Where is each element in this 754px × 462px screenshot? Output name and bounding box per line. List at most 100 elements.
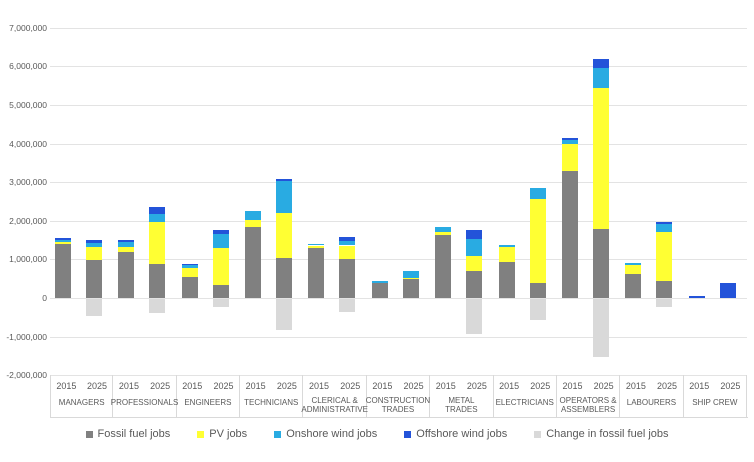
legend-label: Offshore wind jobs — [416, 428, 508, 440]
bar-technicians-2015-fossil — [245, 227, 262, 298]
x-axis-year-label: 2025 — [213, 381, 234, 392]
x-axis-cell-labourers: 2015 2025 LABOURERS — [620, 375, 684, 418]
bar-engineers-2015-offshore — [181, 264, 198, 266]
x-axis-year-label: 2025 — [340, 381, 361, 392]
bar-professionals-2025-fossil — [149, 264, 166, 298]
bar-metal-trades-2025-onshore — [466, 238, 483, 256]
x-axis-year-label: 2015 — [562, 381, 583, 392]
bar-professionals-2015-onshore — [118, 241, 135, 248]
x-axis-year-label: 2025 — [593, 381, 614, 392]
legend-swatch-fossil — [85, 430, 93, 438]
x-axis-year-label: 2025 — [530, 381, 551, 392]
x-axis-year-label: 2025 — [150, 381, 171, 392]
bar-construction-trades-2015-fossil — [371, 283, 388, 298]
bar-labourers-2025-change — [656, 299, 673, 307]
bar-electricians-2025-onshore — [529, 187, 546, 200]
bar-managers-2015-offshore — [55, 238, 71, 240]
x-axis-category-label: CONSTRUCTION TRADES — [365, 396, 431, 415]
bar-labourers-2015-onshore — [625, 262, 642, 266]
gridline — [50, 182, 747, 184]
bar-engineers-2015-fossil — [181, 276, 198, 298]
y-axis-tick-label: 3,000,000 — [9, 177, 47, 188]
bar-managers-2015-fossil — [55, 243, 71, 298]
legend-item-fossil: Fossil fuel jobs — [85, 428, 171, 440]
bar-managers-2025-fossil — [86, 260, 102, 298]
y-axis-tick-label: 5,000,000 — [9, 100, 47, 110]
gridline — [50, 105, 747, 106]
bar-technicians-2015-onshore — [245, 211, 262, 220]
bar-labourers-2015-pv — [625, 265, 642, 275]
bar-labourers-2025-fossil — [656, 281, 673, 298]
y-axis-tick-label: 2,000,000 — [9, 215, 47, 226]
bar-metal-trades-2025-pv — [466, 255, 483, 271]
x-axis-cell-electricians: 2015 2025 ELECTRICIANS — [494, 375, 557, 418]
bar-technicians-2025-fossil — [276, 257, 293, 298]
gridline — [50, 143, 747, 145]
x-axis-cell-engineers: 2015 2025 ENGINEERS — [177, 375, 241, 418]
bar-construction-trades-2025-fossil — [402, 279, 419, 298]
x-axis-year-label: 2015 — [309, 381, 330, 392]
x-axis-year-label: 2015 — [499, 381, 520, 392]
bar-professionals-2025-offshore — [149, 207, 166, 214]
bar-electricians-2015-pv — [498, 247, 515, 263]
bar-labourers-2025-pv — [656, 232, 673, 282]
x-axis-cell-metal-trades: 2015 2025 METAL TRADES — [430, 375, 494, 418]
legend-swatch-pv — [197, 430, 205, 438]
x-axis-year-label: 2015 — [182, 381, 203, 392]
bar-metal-trades-2015-pv — [435, 232, 452, 236]
bar-operators-assemblers-2015-offshore — [561, 137, 578, 140]
bar-metal-trades-2025-change — [466, 299, 483, 334]
x-axis-year-label: 2015 — [435, 381, 456, 392]
bar-operators-assemblers-2025-change — [592, 299, 609, 357]
legend-swatch-change — [534, 430, 542, 438]
gridline — [50, 66, 747, 68]
bar-engineers-2025-change — [212, 299, 229, 307]
legend-item-offshore: Offshore wind jobs — [404, 428, 507, 440]
x-axis-category-label: METAL TRADES — [445, 396, 478, 415]
x-axis-category-label: CLERICAL & ADMINISTRATIVE — [301, 396, 368, 415]
x-axis-category-label: ENGINEERS — [184, 398, 232, 408]
gridline — [50, 259, 747, 261]
bar-technicians-2025-change — [276, 299, 293, 330]
bar-operators-assemblers-2015-fossil — [561, 171, 578, 298]
bar-electricians-2025-fossil — [529, 282, 546, 298]
y-axis-tick-label: 1,000,000 — [9, 254, 47, 265]
bar-engineers-2025-fossil — [212, 284, 229, 298]
x-axis-cell-ship-crew: 2015 2025 SHIP CREW — [684, 375, 747, 418]
bar-clerical-administrative-2025-fossil — [339, 259, 356, 298]
legend-label: Onshore wind jobs — [286, 428, 378, 440]
bar-electricians-2015-onshore — [498, 244, 515, 248]
bar-clerical-administrative-2025-onshore — [339, 240, 356, 246]
x-axis-year-label: 2015 — [689, 381, 710, 392]
bar-clerical-administrative-2015-fossil — [308, 248, 325, 298]
bar-metal-trades-2015-fossil — [435, 235, 452, 298]
bar-metal-trades-2015-onshore — [435, 226, 452, 233]
bar-clerical-administrative-2025-pv — [339, 245, 356, 260]
x-axis-year-label: 2015 — [56, 381, 77, 392]
bar-technicians-2025-onshore — [276, 181, 293, 213]
legend-label: Fossil fuel jobs — [97, 428, 171, 440]
bar-professionals-2015-fossil — [118, 251, 135, 298]
bar-managers-2025-offshore — [86, 239, 102, 244]
legend-label: PV jobs — [209, 428, 248, 440]
bar-electricians-2025-change — [529, 299, 546, 321]
bar-construction-trades-2025-onshore — [402, 270, 419, 278]
x-axis-category-label: TECHNICIANS — [244, 398, 299, 408]
y-axis-tick-label: -2,000,000 — [6, 370, 47, 381]
bar-operators-assemblers-2025-offshore — [592, 59, 609, 68]
x-axis-cell-managers: 2015 2025 MANAGERS — [50, 375, 114, 418]
legend-label: Change in fossil fuel jobs — [546, 428, 669, 440]
x-axis-year-label: 2015 — [625, 381, 646, 392]
bar-professionals-2015-offshore — [118, 240, 135, 242]
bar-operators-assemblers-2025-onshore — [592, 67, 609, 88]
bar-engineers-2025-pv — [212, 248, 229, 285]
legend-item-onshore: Onshore wind jobs — [274, 428, 377, 440]
bar-operators-assemblers-2015-onshore — [561, 139, 578, 145]
bar-electricians-2015-fossil — [498, 262, 515, 298]
x-axis-category-label: SHIP CREW — [692, 398, 738, 408]
x-axis-year-label: 2025 — [403, 381, 424, 392]
x-axis-cell-construction-trades: 2015 2025 CONSTRUCTION TRADES — [365, 375, 431, 418]
x-axis-year-label: 2015 — [118, 381, 139, 392]
legend-item-pv: PV jobs — [197, 428, 247, 440]
